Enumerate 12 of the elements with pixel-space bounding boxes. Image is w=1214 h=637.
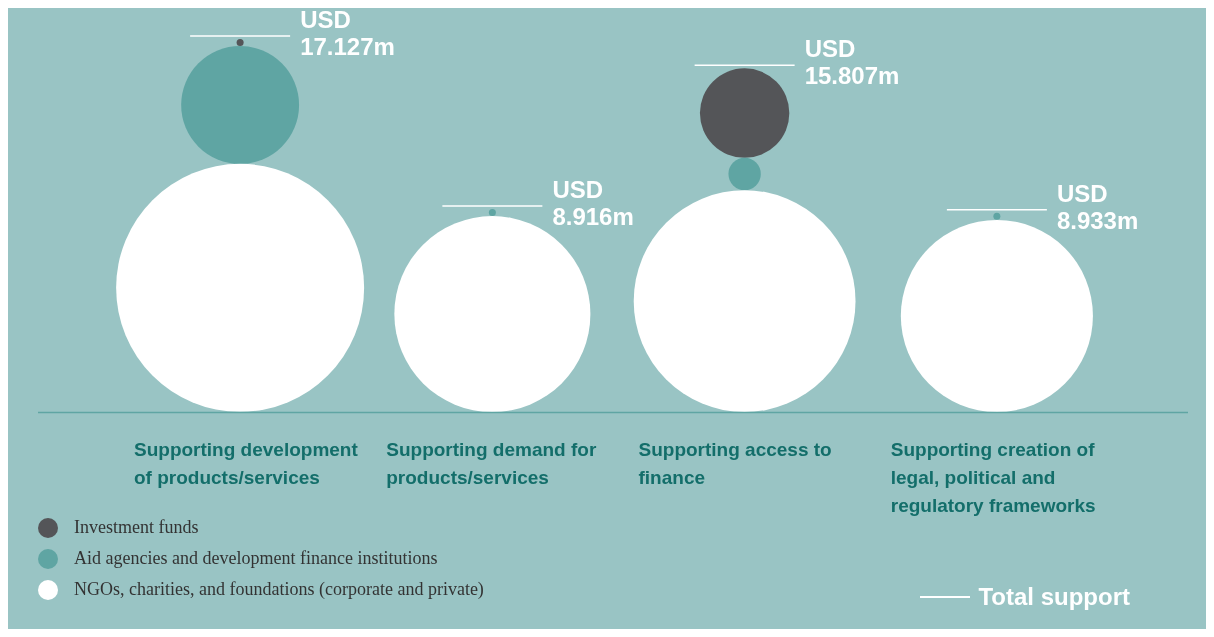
x-tick-label: Supporting development of products/services: [134, 438, 359, 490]
text: Total support: [978, 583, 1130, 611]
legend-label: Aid agencies and development finance institutions: [74, 548, 438, 569]
x-tick-label: Supporting creation of legal, political and regulatory frameworks: [890, 438, 1097, 518]
x-tick-label: Supporting access to finance: [638, 438, 833, 490]
text: USD 15.807m: [804, 35, 900, 90]
x-tick-label: Supporting demand for products/services: [386, 438, 598, 490]
text: USD 8.916m: [552, 175, 634, 230]
text: USD 8.933m: [1056, 179, 1139, 234]
legend-label: NGOs, charities, and foundations (corporate and private): [74, 579, 484, 600]
text: USD 17.127m: [300, 5, 395, 60]
legend-label: Investment funds: [74, 517, 199, 538]
